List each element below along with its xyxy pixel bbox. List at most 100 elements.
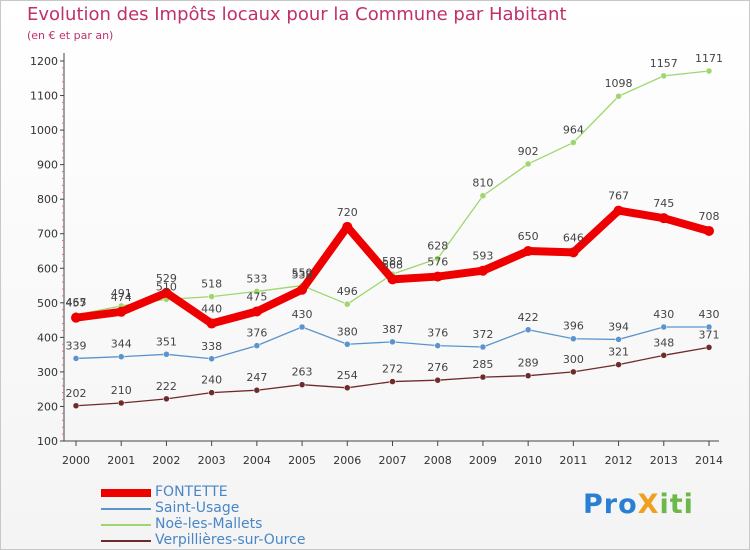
data-point — [344, 384, 351, 392]
x-tick-label: 2006 — [333, 454, 361, 467]
data-label: 593 — [472, 250, 493, 263]
data-point — [479, 343, 487, 351]
data-label: 338 — [201, 340, 222, 353]
data-point — [705, 344, 713, 351]
data-label: 583 — [382, 255, 403, 268]
data-point — [434, 376, 441, 384]
data-point — [253, 288, 261, 295]
data-label: 576 — [427, 256, 448, 269]
data-point — [705, 67, 713, 75]
data-label: 222 — [156, 380, 177, 393]
data-point — [524, 160, 532, 168]
data-label: 1098 — [605, 77, 633, 90]
x-tick-label: 2005 — [288, 454, 316, 467]
data-point — [523, 246, 534, 256]
x-tick-label: 2008 — [424, 454, 452, 467]
data-point — [208, 355, 215, 363]
x-tick-label: 2010 — [514, 454, 542, 467]
data-label: 628 — [427, 240, 448, 253]
x-tick-label: 2000 — [62, 454, 90, 467]
data-label: 708 — [699, 210, 720, 223]
data-label: 491 — [111, 287, 132, 300]
x-tick-label: 2009 — [469, 454, 497, 467]
x-tick-label: 2001 — [107, 454, 135, 467]
data-label: 538 — [292, 269, 313, 282]
data-point — [432, 271, 443, 282]
data-label: 767 — [608, 190, 629, 203]
data-label: 276 — [427, 361, 448, 374]
data-label: 372 — [472, 328, 493, 341]
data-label: 285 — [472, 358, 493, 371]
data-label: 568 — [382, 258, 403, 271]
data-point — [297, 284, 308, 295]
data-point — [117, 399, 125, 407]
chart-title: Evolution des Impôts locaux pour la Comm… — [27, 4, 567, 25]
y-tick-label: 700 — [37, 228, 58, 241]
x-tick-label: 2007 — [379, 454, 407, 467]
data-label: 533 — [246, 272, 267, 285]
data-point — [206, 318, 217, 329]
data-label: 422 — [518, 311, 539, 324]
data-label: 646 — [563, 231, 584, 244]
legend-swatch — [101, 508, 151, 510]
data-point — [613, 205, 624, 216]
data-point — [704, 225, 714, 236]
data-point — [660, 352, 668, 359]
data-label: 430 — [699, 308, 720, 321]
legend-swatch — [101, 489, 151, 497]
data-label: 263 — [292, 366, 313, 379]
data-label: 396 — [563, 320, 584, 333]
data-point — [72, 402, 80, 410]
y-tick-label: 400 — [37, 331, 58, 344]
data-point — [615, 336, 622, 343]
data-label: 289 — [518, 357, 539, 370]
legend-label: Noë-les-Mallets — [155, 516, 263, 532]
legend-label: Verpillières-sur-Ource — [155, 532, 306, 548]
data-point — [208, 293, 215, 300]
data-point — [524, 326, 532, 334]
data-label: 650 — [518, 230, 539, 243]
data-point — [117, 353, 125, 360]
data-point — [479, 192, 487, 199]
data-label: 550 — [292, 267, 313, 280]
data-label: 272 — [382, 363, 403, 376]
y-tick-label: 900 — [37, 159, 58, 172]
data-point — [163, 395, 170, 403]
data-label: 247 — [246, 371, 267, 384]
data-label: 344 — [111, 338, 132, 351]
data-label: 496 — [337, 285, 358, 298]
data-point — [524, 372, 532, 379]
legend-swatch — [101, 524, 151, 526]
x-tick-label: 2002 — [152, 454, 180, 467]
data-point — [251, 306, 262, 317]
data-label: 510 — [156, 280, 177, 293]
data-label: 964 — [563, 124, 584, 137]
data-label: 380 — [337, 325, 358, 338]
data-label: 440 — [201, 303, 222, 316]
y-tick-label: 800 — [37, 193, 58, 206]
legend-label: Saint-Usage — [155, 500, 240, 516]
data-label: 351 — [156, 335, 177, 348]
x-tick-label: 2013 — [650, 454, 678, 467]
data-point — [660, 323, 668, 331]
data-label: 387 — [382, 323, 403, 336]
data-point — [479, 373, 487, 381]
data-label: 376 — [246, 327, 267, 340]
data-point — [161, 287, 172, 298]
data-label: 376 — [427, 327, 448, 340]
data-point — [344, 341, 351, 348]
data-point — [660, 72, 668, 80]
data-label: 810 — [472, 177, 493, 190]
data-point — [298, 381, 306, 388]
data-label: 745 — [653, 197, 674, 210]
x-tick-label: 2012 — [605, 454, 633, 467]
y-tick-label: 100 — [37, 435, 58, 448]
data-label: 371 — [699, 328, 720, 341]
data-point — [615, 361, 622, 368]
data-point — [116, 306, 127, 317]
data-point — [344, 300, 351, 308]
data-label: 202 — [66, 387, 87, 400]
data-label: 210 — [111, 384, 132, 397]
legend-label: FONTETTE — [155, 484, 228, 500]
